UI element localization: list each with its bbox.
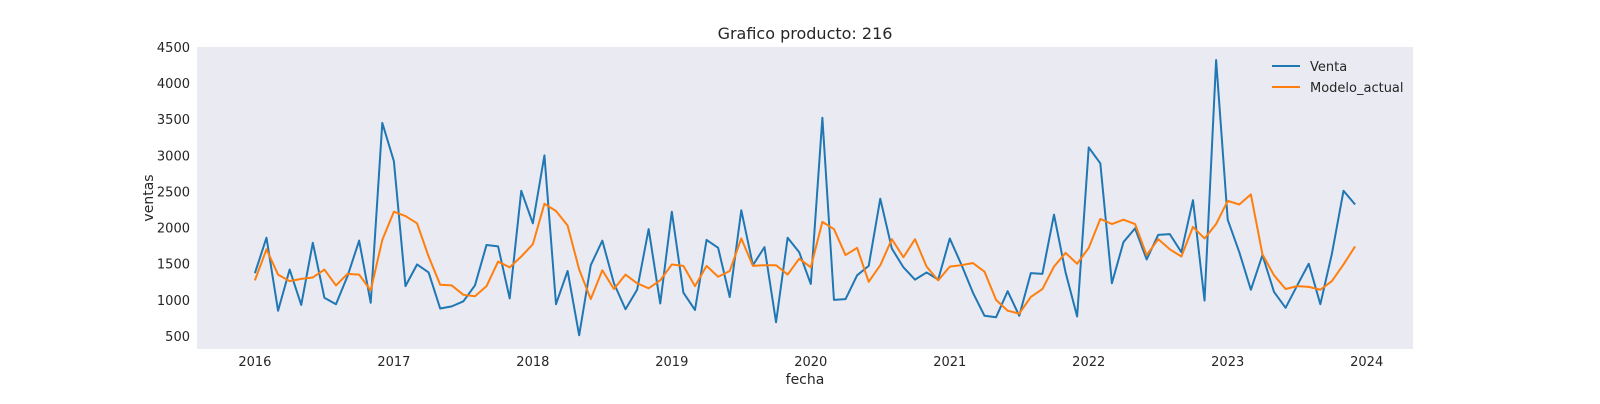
chart-title: Grafico producto: 216 <box>718 24 893 43</box>
y-tick-label: 1500 <box>157 258 190 273</box>
x-tick-label: 2016 <box>238 355 271 370</box>
x-tick-label: 2022 <box>1072 355 1105 370</box>
y-axis-ticks: 500 1000 1500 2000 2500 3000 3500 4000 4500 <box>157 41 190 345</box>
x-tick-label: 2023 <box>1211 355 1244 370</box>
series-line-venta <box>253 59 1356 337</box>
y-axis-label: ventas <box>141 174 157 221</box>
series-lines <box>253 59 1356 337</box>
y-tick-label: 1000 <box>157 294 190 309</box>
y-tick-label: 3000 <box>157 149 190 164</box>
plot-area <box>197 47 1413 349</box>
y-tick-label: 2500 <box>157 185 190 200</box>
legend: Venta Modelo_actual <box>1272 60 1404 96</box>
legend-label: Modelo_actual <box>1310 81 1404 96</box>
y-tick-label: 4500 <box>157 41 190 56</box>
y-tick-label: 500 <box>165 330 190 345</box>
y-tick-label: 3500 <box>157 113 190 128</box>
x-tick-label: 2019 <box>655 355 688 370</box>
x-tick-label: 2017 <box>377 355 410 370</box>
y-tick-label: 2000 <box>157 222 190 237</box>
x-tick-label: 2018 <box>516 355 549 370</box>
legend-label: Venta <box>1310 60 1347 75</box>
y-tick-label: 4000 <box>157 77 190 92</box>
x-tick-label: 2021 <box>933 355 966 370</box>
x-axis-label: fecha <box>786 372 825 388</box>
x-tick-label: 2020 <box>794 355 827 370</box>
x-tick-label: 2024 <box>1350 355 1383 370</box>
series-line-modelo-actual <box>253 193 1356 315</box>
x-axis-ticks: 2016 2017 2018 2019 2020 2021 2022 2023 2024 <box>238 355 1383 370</box>
